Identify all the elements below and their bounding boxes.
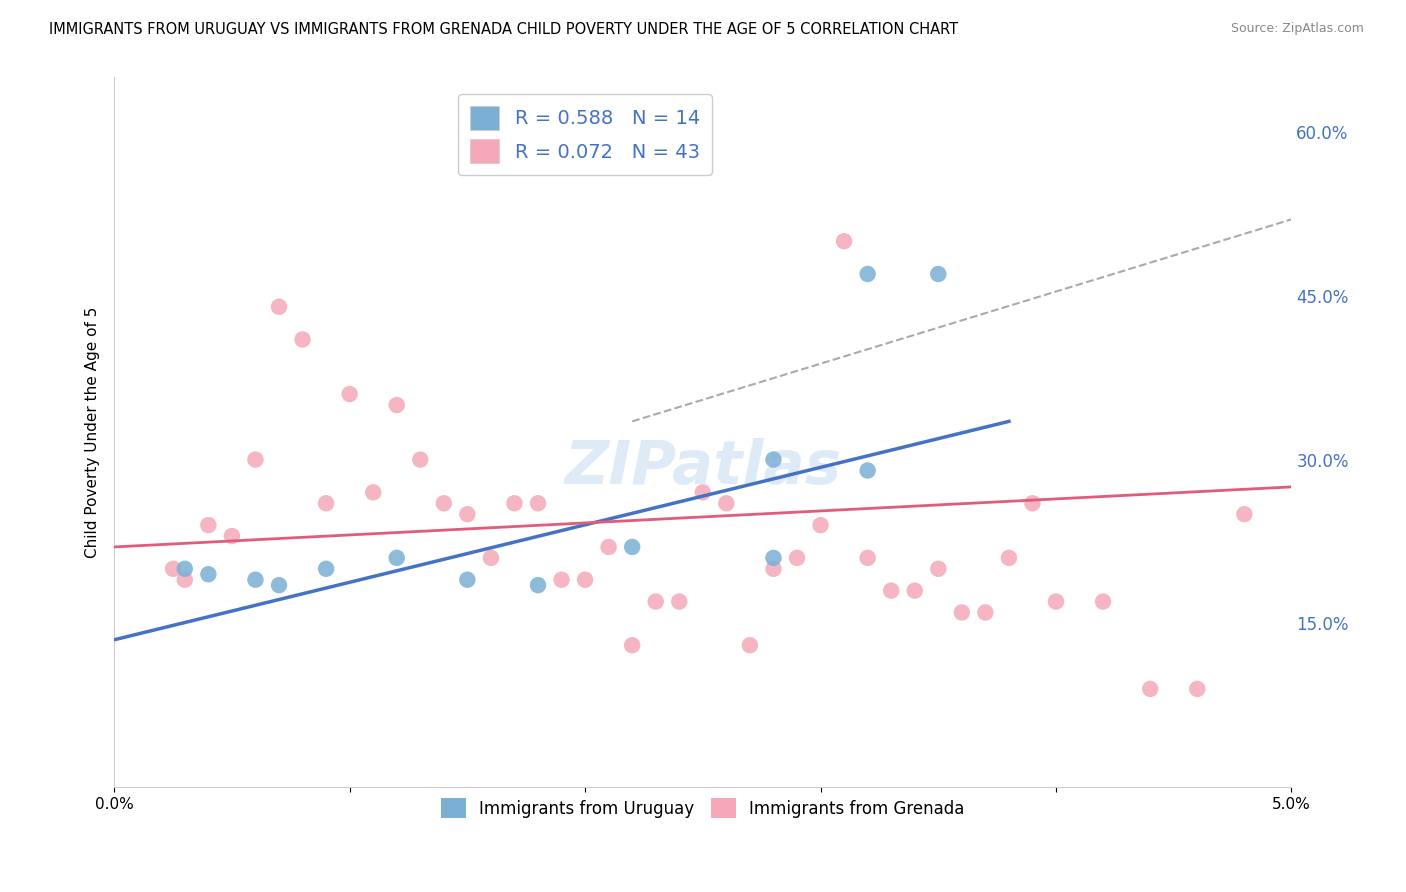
Point: [245, 452, 267, 467]
Point: [716, 496, 738, 510]
Point: [762, 452, 785, 467]
Text: Source: ZipAtlas.com: Source: ZipAtlas.com: [1230, 22, 1364, 36]
Point: [456, 507, 478, 521]
Point: [832, 234, 855, 248]
Point: [574, 573, 596, 587]
Point: [173, 562, 195, 576]
Point: [1045, 594, 1067, 608]
Point: [315, 562, 337, 576]
Point: [1139, 681, 1161, 696]
Point: [173, 573, 195, 587]
Point: [950, 606, 973, 620]
Point: [479, 550, 502, 565]
Point: [856, 267, 879, 281]
Point: [880, 583, 903, 598]
Point: [927, 267, 949, 281]
Point: [738, 638, 761, 652]
Point: [197, 518, 219, 533]
Point: [550, 573, 572, 587]
Point: [527, 496, 550, 510]
Point: [692, 485, 714, 500]
Point: [762, 550, 785, 565]
Point: [291, 333, 314, 347]
Point: [998, 550, 1021, 565]
Point: [409, 452, 432, 467]
Point: [856, 463, 879, 477]
Point: [974, 606, 997, 620]
Point: [762, 562, 785, 576]
Point: [267, 578, 290, 592]
Point: [856, 550, 879, 565]
Point: [598, 540, 620, 554]
Point: [1092, 594, 1115, 608]
Y-axis label: Child Poverty Under the Age of 5: Child Poverty Under the Age of 5: [86, 307, 100, 558]
Point: [1187, 681, 1209, 696]
Point: [1021, 496, 1043, 510]
Text: IMMIGRANTS FROM URUGUAY VS IMMIGRANTS FROM GRENADA CHILD POVERTY UNDER THE AGE O: IMMIGRANTS FROM URUGUAY VS IMMIGRANTS FR…: [49, 22, 959, 37]
Point: [339, 387, 361, 401]
Legend: Immigrants from Uruguay, Immigrants from Grenada: Immigrants from Uruguay, Immigrants from…: [434, 791, 972, 825]
Point: [267, 300, 290, 314]
Point: [361, 485, 384, 500]
Point: [621, 638, 644, 652]
Point: [810, 518, 832, 533]
Point: [221, 529, 243, 543]
Point: [162, 562, 184, 576]
Point: [644, 594, 666, 608]
Point: [245, 573, 267, 587]
Point: [315, 496, 337, 510]
Point: [385, 550, 408, 565]
Point: [668, 594, 690, 608]
Point: [621, 540, 644, 554]
Point: [786, 550, 808, 565]
Point: [503, 496, 526, 510]
Point: [456, 573, 478, 587]
Point: [433, 496, 456, 510]
Point: [385, 398, 408, 412]
Point: [927, 562, 949, 576]
Point: [904, 583, 927, 598]
Text: ZIPatlas: ZIPatlas: [564, 438, 841, 498]
Point: [1233, 507, 1256, 521]
Point: [527, 578, 550, 592]
Point: [197, 567, 219, 582]
